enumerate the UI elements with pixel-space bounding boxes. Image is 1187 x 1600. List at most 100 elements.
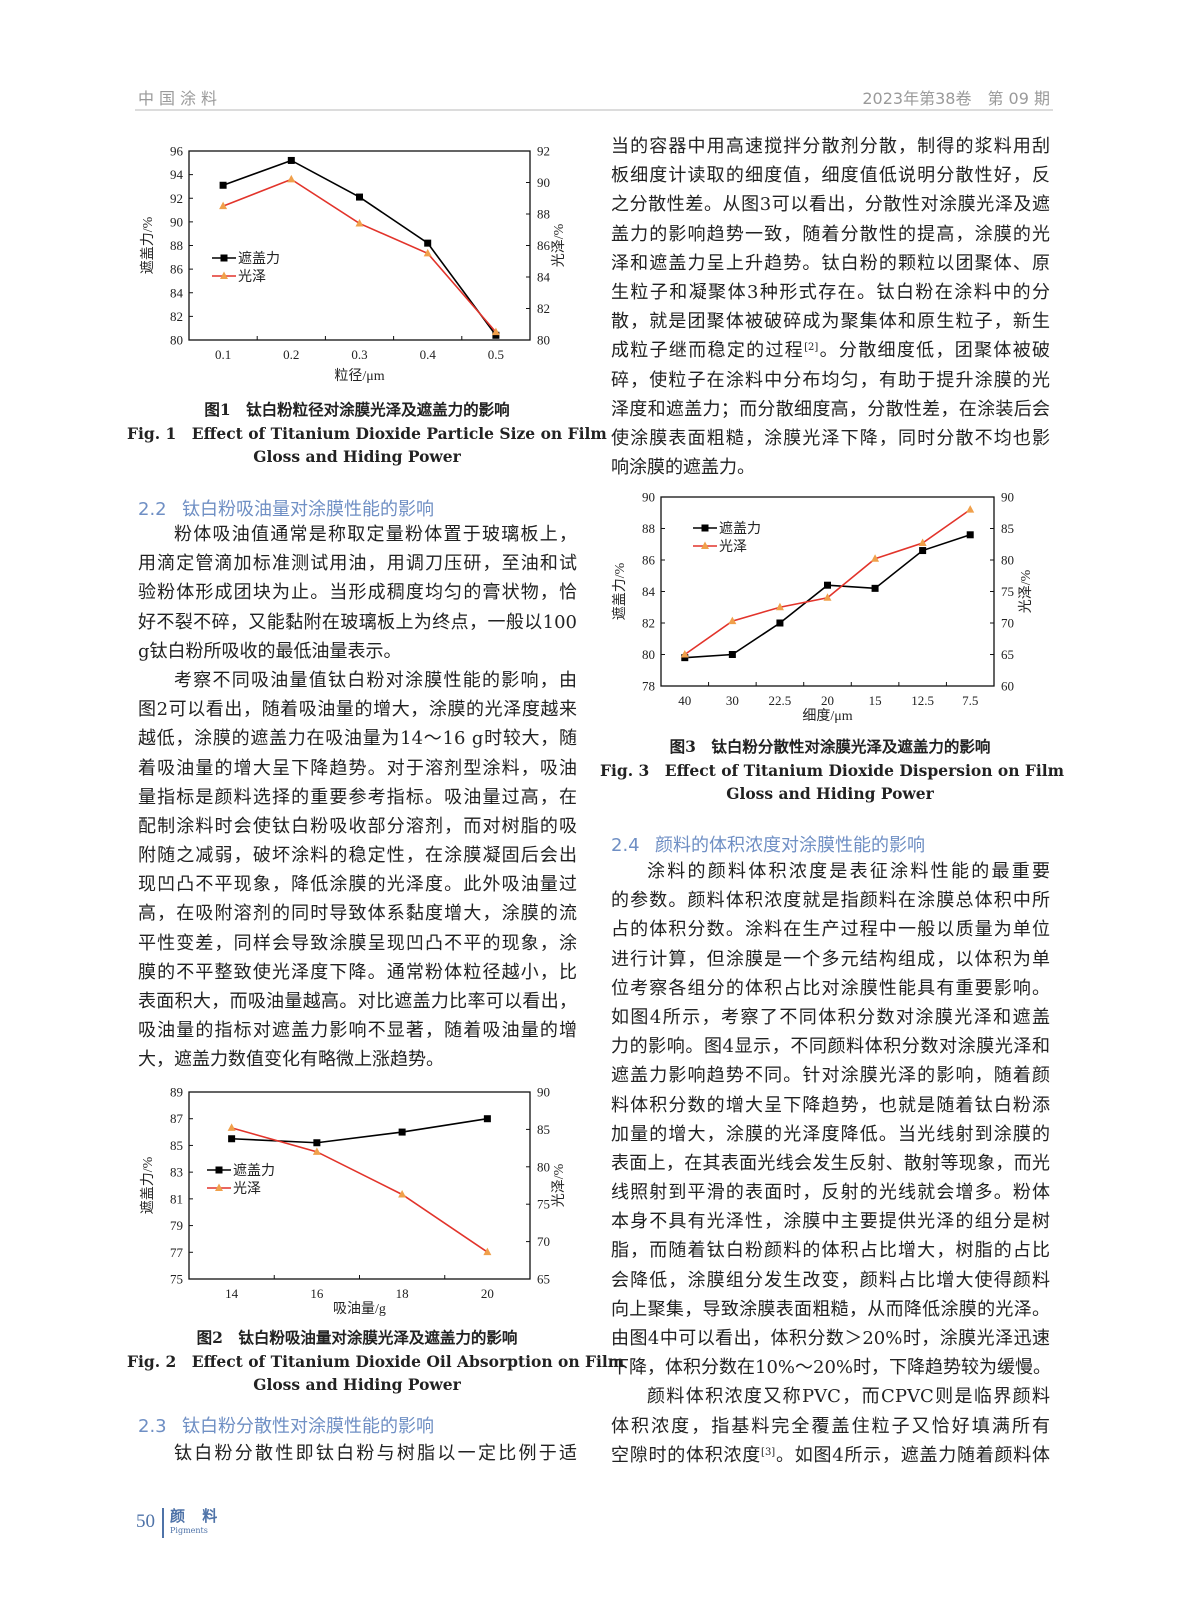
y2-tick-label: 70: [1001, 616, 1014, 631]
section-number: 2.2: [138, 499, 167, 520]
y-tick-label: 79: [170, 1218, 183, 1233]
data-point: [355, 218, 364, 227]
series-遮盖力: [219, 156, 500, 339]
y2-tick-label: 86: [537, 238, 551, 253]
figure-1-caption: 图1 钛白粉粒径对涂膜光泽及遮盖力的影响 Fig. 1 Effect of Ti…: [127, 398, 607, 469]
x-tick-label: 30: [726, 693, 739, 708]
series-遮盖力: [228, 1115, 491, 1147]
text-line: 体积浓度，指基料完全覆盖住粒子又恰好填满所有: [611, 1415, 1050, 1437]
text-line: 空隙时的体积浓度[3]。如图4所示，遮盖力随着颜料体: [611, 1441, 1050, 1470]
data-point: [313, 1139, 321, 1147]
data-point: [287, 174, 296, 183]
x-tick-label: 18: [396, 1286, 409, 1301]
x-tick-label: 40: [678, 693, 691, 708]
y2-tick-label: 84: [537, 270, 551, 285]
figure-2-caption-en-2: Gloss and Hiding Power: [253, 1375, 461, 1394]
y-tick-label: 84: [642, 584, 656, 599]
text-segment: 。分散细度低，团聚体被破: [818, 340, 1051, 362]
figure-2-caption: 图2 钛白粉吸油量对涂膜光泽及遮盖力的影响 Fig. 2 Effect of T…: [127, 1326, 624, 1397]
y2-tick-label: 85: [537, 1122, 550, 1137]
data-point: [824, 581, 831, 589]
text-line: 板细度计读取的细度值，细度值低说明分散性好，反: [611, 165, 1050, 187]
series-光泽: [219, 174, 500, 336]
x-axis-label: 细度/μm: [802, 708, 852, 724]
figure-1-caption-en: Fig. 1 Effect of Titanium Dioxide Partic…: [127, 423, 607, 443]
text-line: 碎，使粒子在涂料中分布均匀，有助于提升涂膜的光: [611, 369, 1050, 391]
legend-marker: [220, 271, 228, 279]
data-point: [483, 1247, 492, 1256]
section-title: 钛白粉吸油量对涂膜性能的影响: [182, 499, 434, 520]
legend-marker: [701, 541, 709, 549]
y2-tick-label: 65: [1001, 647, 1014, 662]
y-tick-label: 78: [642, 679, 655, 694]
text-line: 平性变差，同样会导致涂膜呈现凹凸不平的现象，涂: [138, 932, 577, 954]
section-2-4-body: 涂料的颜料体积浓度是表征涂料性能的最重要 的参数。颜料体积浓度就是指颜料在涂膜总体…: [611, 857, 1051, 1470]
text-line: 线照射到平滑的表面时，反射的光线就会增多。粉体: [611, 1182, 1050, 1204]
y-tick-label: 82: [170, 309, 183, 324]
section-2-3-heading: 2.3 钛白粉分散性对涂膜性能的影响: [138, 1412, 434, 1438]
magazine-logo-en: Pigments: [170, 1526, 208, 1535]
series-line: [231, 1127, 488, 1253]
y2-tick-label: 75: [1001, 584, 1014, 599]
y2-tick-label: 70: [537, 1234, 550, 1249]
y-tick-label: 86: [170, 262, 184, 277]
y2-tick-label: 90: [537, 1085, 550, 1100]
y-tick-label: 80: [170, 333, 183, 348]
section-title: 钛白粉分散性对涂膜性能的影响: [182, 1416, 434, 1437]
y-tick-label: 88: [642, 521, 655, 536]
text-line: 生粒子和凝聚体3种形式存在。钛白粉在涂料中的分: [611, 281, 1050, 303]
figure-1-caption-cn: 图1 钛白粉粒径对涂膜光泽及遮盖力的影响: [204, 400, 510, 419]
x-tick-label: 0.1: [215, 347, 231, 362]
text-line: g钛白粉所吸收的最低油量表示。: [138, 640, 402, 662]
text-line: 加量的增大，涂膜的光泽度降低。当光线射到涂膜的: [611, 1123, 1050, 1145]
y-tick-label: 90: [642, 490, 655, 505]
y-tick-label: 87: [170, 1111, 184, 1126]
y2-axis-label: 光泽/%: [551, 1163, 567, 1207]
data-point: [728, 651, 736, 658]
y-tick-label: 85: [170, 1138, 183, 1153]
data-point: [775, 602, 784, 611]
figure-2-caption-cn: 图2 钛白粉吸油量对涂膜光泽及遮盖力的影响: [196, 1328, 518, 1347]
citation-ref: [2]: [804, 342, 819, 354]
data-point: [681, 654, 689, 662]
text-line: 如图4所示，考察了不同体积分数对涂膜光泽和遮盖: [611, 1006, 1050, 1028]
text-line: 遮盖力影响趋势不同。针对涂膜光泽的影响，随着颜: [611, 1065, 1050, 1087]
x-tick-label: 15: [869, 693, 882, 708]
text-line: 附随之减弱，破坏涂料的稳定性，在涂膜凝固后会出: [138, 845, 577, 867]
text-line: 表面积大，而吸油量越高。对比遮盖力比率可以看出，: [138, 991, 577, 1012]
y2-tick-label: 90: [1001, 490, 1014, 505]
text-line: 之分散性差。从图3可以看出，分散性对涂膜光泽及遮: [611, 194, 1050, 216]
y2-tick-label: 65: [537, 1272, 550, 1287]
figure-3-caption-cn: 图3 钛白粉分散性对涂膜光泽及遮盖力的影响: [669, 737, 991, 756]
text-line: 进行计算，但涂膜是一个多元结构组成，以体积为单: [611, 948, 1050, 970]
journal-name: 中国涂料: [138, 89, 223, 108]
text-line: 高，在吸附溶剂的同时导致体系黏度增大，涂膜的流: [138, 903, 577, 925]
section-title: 颜料的体积浓度对涂膜性能的影响: [655, 835, 925, 856]
text-line: 钛白粉分散性即钛白粉与树脂以一定比例于适: [174, 1443, 577, 1464]
x-axis-label: 粒径/μm: [334, 368, 384, 384]
text-line: 的参数。颜料体积浓度就是指颜料在涂膜总体积中所: [611, 890, 1050, 912]
figure-3-caption-en: Fig. 3 Effect of Titanium Dioxide Disper…: [600, 760, 1065, 780]
data-point: [776, 619, 784, 627]
y-tick-label: 83: [170, 1165, 183, 1180]
text-line: 力的影响。图4显示，不同颜料体积分数对涂膜光泽和: [611, 1036, 1050, 1058]
text-line: 成粒子继而稳定的过程[2]。分散细度低，团聚体被破: [611, 336, 1050, 365]
text-line: 吸油量的指标对遮盖力影响不显著，随着吸油量的增: [138, 1020, 577, 1042]
text-segment: 成粒子继而稳定的过程: [611, 340, 805, 362]
y-axis-label: 遮盖力/%: [140, 216, 156, 274]
section-2-2-body: 粉体吸油值通常是称取定量粉体置于玻璃板上， 用滴定管滴加标准测试用油，用调刀压研，…: [138, 520, 577, 1075]
data-point: [424, 239, 432, 247]
data-point: [312, 1147, 321, 1155]
y2-tick-label: 80: [537, 1159, 550, 1174]
data-point: [356, 193, 363, 201]
text-line: 散，就是团聚体被破碎成为聚集体和原生粒子，新生: [611, 311, 1050, 333]
data-point: [680, 650, 689, 658]
x-tick-label: 7.5: [962, 693, 978, 708]
text-line: 量指标是颜料选择的重要参考指标。吸油量过高，在: [138, 786, 577, 808]
y-tick-label: 89: [170, 1085, 183, 1100]
data-point: [871, 554, 880, 562]
text-line: 泽度和遮盖力；而分散细度高，分散性差，在涂装后会: [611, 398, 1050, 420]
text-line: 配制涂料时会使钛白粉吸收部分溶剂，而对树脂的吸: [138, 815, 577, 837]
y-axis-label: 遮盖力/%: [140, 1156, 156, 1214]
